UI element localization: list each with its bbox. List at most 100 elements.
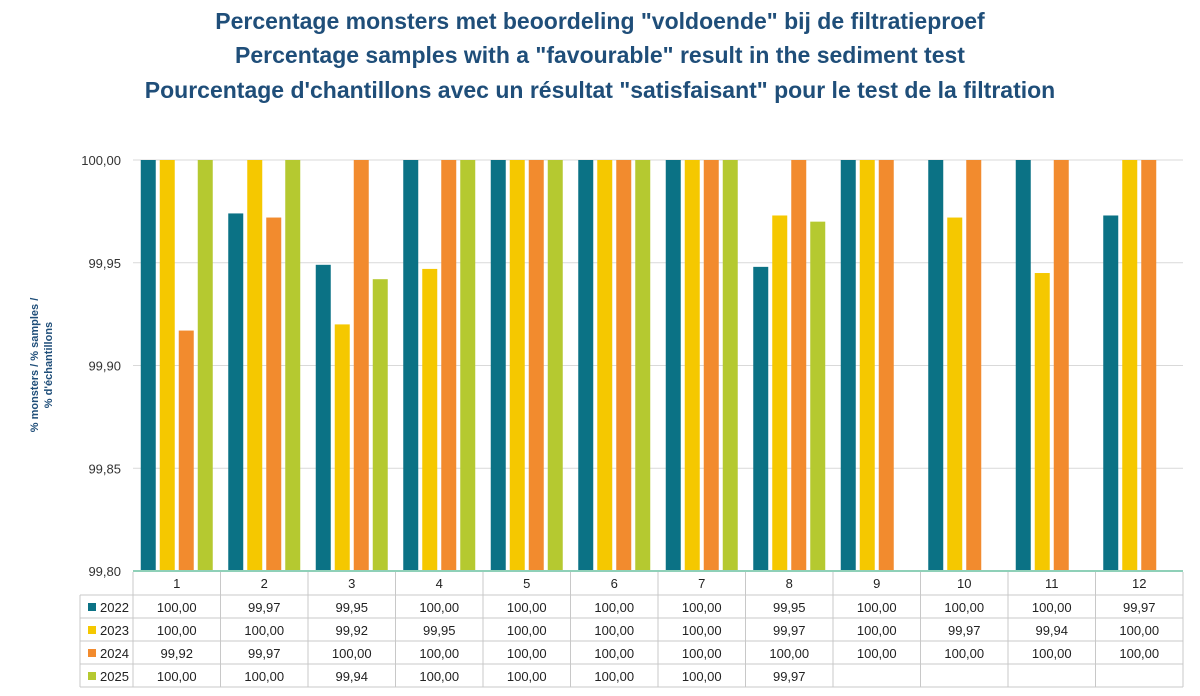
chart-title-line-2: Percentage samples with a "favourable" r… (235, 42, 965, 68)
data-label-2025-cat-8: 99,97 (773, 669, 806, 684)
bar-2025-cat-5 (547, 160, 563, 571)
bar-2023-cat-11 (1034, 273, 1050, 571)
bar-2022-cat-8 (753, 266, 769, 571)
data-label-2024-cat-8: 100,00 (769, 646, 809, 661)
data-label-2022-cat-10: 100,00 (944, 600, 984, 615)
bar-2024-cat-6 (616, 160, 632, 571)
data-label-2023-cat-1: 100,00 (157, 623, 197, 638)
bar-2023-cat-8 (772, 215, 788, 572)
bar-2023-cat-3 (334, 324, 350, 571)
data-label-2022-cat-9: 100,00 (857, 600, 897, 615)
bar-2024-cat-12 (1141, 160, 1157, 571)
data-label-2022-cat-12: 99,97 (1123, 600, 1156, 615)
bar-2023-cat-12 (1122, 160, 1138, 571)
bar-2024-cat-10 (966, 160, 982, 571)
bar-2023-cat-2 (247, 160, 263, 571)
data-label-2025-cat-2: 100,00 (244, 669, 284, 684)
x-tick-label: 8 (786, 576, 793, 591)
y-tick-label: 99,80 (88, 564, 121, 579)
legend-label-2022: 2022 (100, 600, 129, 615)
bar-2025-cat-1 (197, 160, 213, 571)
data-label-2024-cat-1: 99,92 (160, 646, 193, 661)
x-tick-label: 6 (611, 576, 618, 591)
data-label-2024-cat-9: 100,00 (857, 646, 897, 661)
bar-2025-cat-7 (722, 160, 738, 571)
y-tick-label: 99,95 (88, 256, 121, 271)
x-tick-label: 7 (698, 576, 705, 591)
x-tick-label: 4 (436, 576, 443, 591)
legend-label-2023: 2023 (100, 623, 129, 638)
data-label-2023-cat-7: 100,00 (682, 623, 722, 638)
bar-2025-cat-2 (285, 160, 301, 571)
data-label-2025-cat-4: 100,00 (419, 669, 459, 684)
bar-2022-cat-10 (928, 160, 944, 571)
data-label-2023-cat-2: 100,00 (244, 623, 284, 638)
legend-swatch-2024 (88, 649, 96, 657)
bar-2023-cat-4 (422, 268, 438, 571)
bar-2022-cat-4 (403, 160, 419, 571)
data-label-2025-cat-3: 99,94 (335, 669, 368, 684)
legend-label-2024: 2024 (100, 646, 129, 661)
bar-2022-cat-11 (1015, 160, 1031, 571)
chart-title-line-3: Pourcentage d'chantillons avec un résult… (144, 77, 1056, 103)
data-label-2024-cat-10: 100,00 (944, 646, 984, 661)
data-label-2022-cat-6: 100,00 (594, 600, 634, 615)
bar-2022-cat-1 (140, 160, 156, 571)
data-label-2023-cat-10: 99,97 (948, 623, 981, 638)
bar-2022-cat-3 (315, 264, 331, 571)
x-tick-label: 1 (173, 576, 180, 591)
bar-2022-cat-9 (840, 160, 856, 571)
bar-2022-cat-2 (228, 213, 244, 571)
data-label-2022-cat-11: 100,00 (1032, 600, 1072, 615)
data-label-2022-cat-8: 99,95 (773, 600, 806, 615)
data-label-2025-cat-1: 100,00 (157, 669, 197, 684)
data-label-2024-cat-4: 100,00 (419, 646, 459, 661)
bar-2025-cat-4 (460, 160, 476, 571)
bar-2024-cat-3 (353, 160, 369, 571)
data-label-2022-cat-3: 99,95 (335, 600, 368, 615)
data-label-2022-cat-4: 100,00 (419, 600, 459, 615)
bar-2023-cat-9 (859, 160, 875, 571)
data-label-2024-cat-6: 100,00 (594, 646, 634, 661)
x-tick-label: 5 (523, 576, 530, 591)
bar-2023-cat-10 (947, 217, 963, 572)
y-tick-label: 99,90 (88, 359, 121, 374)
legend-label-2025: 2025 (100, 669, 129, 684)
data-label-2023-cat-12: 100,00 (1119, 623, 1159, 638)
bar-2024-cat-7 (703, 160, 719, 571)
bar-2024-cat-8 (791, 160, 807, 571)
y-tick-label: 99,85 (88, 461, 121, 476)
bar-2025-cat-8 (810, 221, 826, 571)
data-label-2022-cat-2: 99,97 (248, 600, 281, 615)
legend-swatch-2022 (88, 603, 96, 611)
data-label-2024-cat-12: 100,00 (1119, 646, 1159, 661)
bar-2024-cat-5 (528, 160, 544, 571)
data-label-2023-cat-8: 99,97 (773, 623, 806, 638)
bar-2024-cat-4 (441, 160, 457, 571)
data-label-2024-cat-2: 99,97 (248, 646, 281, 661)
data-label-2023-cat-5: 100,00 (507, 623, 547, 638)
x-tick-label: 11 (1045, 576, 1059, 591)
data-label-2023-cat-4: 99,95 (423, 623, 456, 638)
bar-2022-cat-6 (578, 160, 594, 571)
data-label-2023-cat-6: 100,00 (594, 623, 634, 638)
chart-title-line-1: Percentage monsters met beoordeling "vol… (215, 8, 985, 34)
data-label-2023-cat-11: 99,94 (1035, 623, 1068, 638)
data-label-2022-cat-5: 100,00 (507, 600, 547, 615)
data-label-2023-cat-9: 100,00 (857, 623, 897, 638)
bar-2023-cat-5 (509, 160, 525, 571)
bar-2025-cat-6 (635, 160, 651, 571)
bar-2023-cat-6 (597, 160, 613, 571)
bar-2024-cat-1 (178, 330, 194, 571)
data-label-2024-cat-3: 100,00 (332, 646, 372, 661)
x-tick-label: 12 (1132, 576, 1146, 591)
bar-2022-cat-5 (490, 160, 506, 571)
y-tick-label: 100,00 (81, 153, 121, 168)
data-label-2022-cat-7: 100,00 (682, 600, 722, 615)
bar-2024-cat-2 (266, 217, 282, 572)
legend-swatch-2023 (88, 626, 96, 634)
data-label-2022-cat-1: 100,00 (157, 600, 197, 615)
data-label-2025-cat-6: 100,00 (594, 669, 634, 684)
legend-swatch-2025 (88, 672, 96, 680)
